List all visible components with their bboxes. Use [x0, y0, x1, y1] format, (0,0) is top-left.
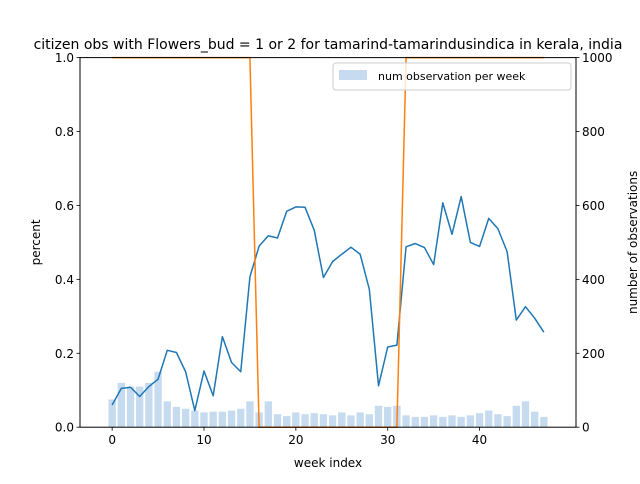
y-tick-label-0.8: 0.8 [55, 125, 74, 139]
bar-week-21 [301, 414, 309, 428]
bar-week-1 [117, 382, 126, 428]
bar-week-12 [218, 411, 227, 428]
y2-tick-label-800: 800 [582, 125, 605, 139]
x-axis: 0 10 20 30 40 [108, 427, 487, 447]
bar-week-33 [411, 416, 419, 428]
y2-tick-label-400: 400 [582, 273, 605, 287]
y-tick-label-1: 1.0 [55, 51, 74, 65]
percent-line [111, 195, 545, 412]
bar-week-34 [420, 416, 429, 428]
y2-tick-label-200: 200 [582, 347, 605, 361]
bar-week-6 [163, 401, 171, 428]
y-tick-label-0.6: 0.6 [55, 199, 74, 213]
bar-week-25 [338, 412, 346, 428]
y-axis-right: 0 200 400 600 800 1000 [576, 51, 613, 435]
x-tick-label-10: 10 [196, 433, 211, 447]
flag-line [112, 56, 544, 428]
bar-week-10 [200, 412, 208, 428]
bar-week-4 [145, 382, 153, 428]
bar-week-8 [181, 408, 190, 428]
bar-week-23 [319, 414, 328, 428]
x-tick-label-0: 0 [108, 433, 116, 447]
bar-week-32 [402, 415, 410, 428]
bar-week-2 [126, 386, 135, 428]
x-axis-label: week index [294, 456, 362, 470]
bar-week-40 [475, 413, 484, 428]
bar-week-29 [374, 405, 383, 428]
legend: num observation per week [332, 62, 572, 91]
bar-week-9 [191, 410, 199, 428]
bar-week-43 [503, 416, 511, 428]
bar-week-38 [457, 416, 465, 428]
bar-week-45 [521, 401, 530, 428]
bar-week-28 [365, 414, 374, 428]
bar-week-20 [292, 412, 300, 428]
x-tick-label-40: 40 [472, 433, 487, 447]
bar-week-3 [136, 386, 144, 428]
bar-week-0 [108, 399, 116, 428]
bar-week-7 [172, 406, 181, 428]
bar-week-5 [154, 371, 162, 428]
y2-axis-label: number of observations [626, 171, 640, 314]
bar-week-47 [540, 416, 548, 428]
bar-week-14 [237, 408, 245, 428]
bar-week-41 [485, 410, 493, 428]
bar-week-46 [530, 411, 539, 428]
y-tick-label-0.2: 0.2 [55, 347, 74, 361]
y-axis-left: 0.0 0.2 0.4 0.6 0.8 1.0 [55, 51, 80, 435]
bar-week-44 [512, 405, 520, 428]
bar-week-19 [282, 416, 291, 428]
bar-week-37 [448, 415, 456, 428]
bar-week-18 [273, 414, 282, 428]
y2-tick-label-600: 600 [582, 199, 605, 213]
y2-tick-label-0: 0 [582, 421, 590, 435]
bar-week-39 [466, 415, 475, 428]
y-tick-label-0.4: 0.4 [55, 273, 74, 287]
legend-box [332, 62, 572, 91]
bar-week-11 [209, 411, 217, 428]
bar-week-42 [494, 414, 502, 428]
bars-layer [108, 371, 548, 428]
bar-week-15 [246, 401, 254, 428]
y-tick-label-0: 0.0 [55, 421, 74, 435]
legend-swatch [339, 70, 367, 80]
y2-tick-label-1000: 1000 [582, 51, 613, 65]
chart-title: citizen obs with Flowers_bud = 1 or 2 fo… [34, 37, 623, 53]
x-tick-label-20: 20 [288, 433, 303, 447]
bar-week-13 [227, 410, 236, 428]
bar-week-22 [310, 413, 318, 428]
bar-week-35 [429, 415, 438, 428]
bar-week-27 [356, 412, 364, 428]
bar-week-24 [328, 415, 337, 428]
y-axis-label: percent [29, 219, 43, 265]
bar-week-26 [347, 415, 355, 428]
bar-week-17 [264, 401, 272, 428]
legend-entry-label: num observation per week [378, 70, 526, 83]
bar-week-30 [384, 406, 392, 428]
bar-week-36 [439, 416, 447, 428]
lines-layer [111, 56, 545, 428]
x-tick-label-30: 30 [380, 433, 395, 447]
plot-frame [79, 57, 577, 428]
